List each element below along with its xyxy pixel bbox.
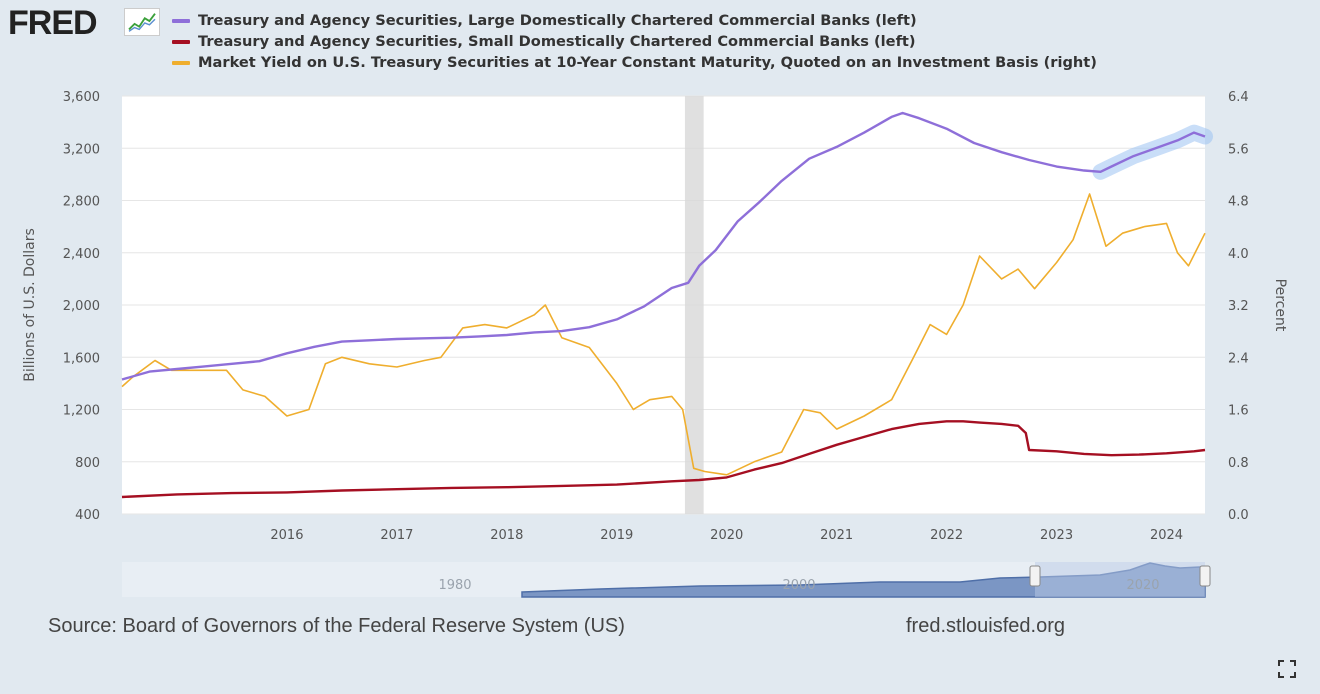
y-right-tick-label: 2.4 [1228,351,1249,366]
legend-label-small: Treasury and Agency Securities, Small Do… [198,33,916,50]
y-right-tick-label: 0.0 [1228,508,1249,523]
y-left-tick-label: 1,600 [63,351,100,366]
y-left-tick-label: 3,200 [63,142,100,157]
x-tick-label: 2021 [820,528,853,543]
x-tick-label: 2023 [1040,528,1073,543]
x-tick-label: 2022 [930,528,963,543]
y-left-tick-label: 2,800 [63,195,100,210]
navigator-handle-left[interactable] [1029,565,1041,587]
y-right-tick-label: 6.4 [1228,90,1249,105]
legend: Treasury and Agency Securities, Large Do… [172,10,1097,73]
legend-label-yield: Market Yield on U.S. Treasury Securities… [198,54,1097,71]
y-right-tick-label: 3.2 [1228,299,1249,314]
x-tick-label: 2018 [490,528,523,543]
legend-swatch-yield [172,60,190,65]
x-tick-label: 2019 [600,528,633,543]
fullscreen-icon[interactable] [1278,660,1296,678]
fred-logo[interactable]: FRED [8,4,160,44]
legend-swatch-large [172,18,190,23]
navigator-label-2000: 2000 [782,578,815,593]
series-line-large-banks [121,111,1206,381]
logo-text: FRED [8,4,98,42]
x-tick-label: 2020 [710,528,743,543]
chart: 400 800 1,200 1,600 2,000 2,400 2,800 3,200 3,60… [22,90,1288,598]
y-right-tick-label: 5.6 [1228,142,1249,157]
site-url[interactable]: fred.stlouisfed.org [906,615,1065,637]
y-left-tick-label: 3,600 [63,90,100,105]
legend-item-treasury-yield[interactable]: Market Yield on U.S. Treasury Securities… [172,52,1097,73]
y-right-axis-title: Percent [1272,279,1288,332]
series-line-treasury-yield [121,193,1206,476]
y-left-tick-label: 2,000 [63,299,100,314]
legend-item-small-banks[interactable]: Treasury and Agency Securities, Small Do… [172,31,1097,52]
x-tick-label: 2024 [1150,528,1183,543]
navigator-selection[interactable] [1035,562,1205,597]
legend-item-large-banks[interactable]: Treasury and Agency Securities, Large Do… [172,10,1097,31]
y-left-tick-label: 800 [75,456,100,471]
fred-graph-icon [124,8,160,36]
legend-swatch-small [172,39,190,44]
y-right-tick-label: 4.0 [1228,247,1249,262]
series-line-small-banks [121,420,1206,499]
range-navigator[interactable]: 1980 2000 2020 [122,562,1211,598]
y-right-tick-label: 4.8 [1228,195,1249,210]
y-left-tick-label: 2,400 [63,247,100,262]
navigator-label-2020: 2020 [1126,578,1159,593]
x-tick-label: 2017 [380,528,413,543]
y-left-axis-title: Billions of U.S. Dollars [22,228,38,382]
x-tick-label: 2016 [270,528,303,543]
y-left-tick-label: 1,200 [63,404,100,419]
navigator-handle-right[interactable] [1199,565,1211,587]
y-right-tick-label: 0.8 [1228,456,1249,471]
legend-label-large: Treasury and Agency Securities, Large Do… [198,12,917,29]
y-right-tick-label: 1.6 [1228,404,1249,419]
recession-band [684,96,704,514]
source-note: Source: Board of Governors of the Federa… [48,615,625,637]
y-left-tick-label: 400 [75,508,100,523]
navigator-label-1980: 1980 [438,578,471,593]
